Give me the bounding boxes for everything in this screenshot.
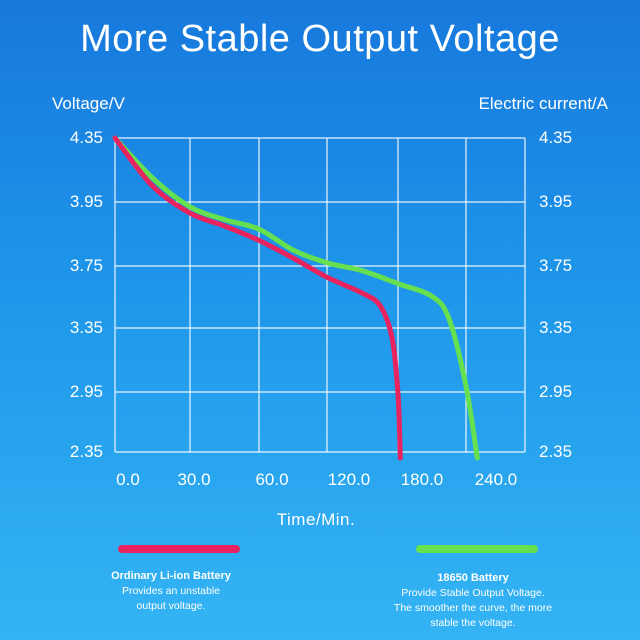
legend-swatch-ordinary (118, 545, 240, 553)
legend-18650-desc-3: stable the voltage. (430, 617, 516, 629)
y2-axis-title: Electric current/A (478, 94, 608, 113)
series-line-ordinary-li-ion (112, 135, 403, 461)
y2-tick-label: 3.95 (539, 192, 573, 211)
legend-ordinary-desc-1: Provides an unstable (121, 585, 221, 597)
y-tick-label: 2.35 (69, 442, 103, 461)
x-axis-title: Time/Min. (276, 510, 356, 529)
legend-18650-title: 18650 Battery (437, 572, 509, 584)
x-tick-label: 240.0 (474, 470, 518, 489)
legend-ordinary: Ordinary Li-ion Battery Provides an unst… (86, 569, 256, 614)
legend-18650-desc-2: The smoother the curve, the more (393, 602, 553, 614)
chart-title: More Stable Output Voltage (80, 18, 560, 60)
y2-tick-label: 3.35 (539, 318, 573, 337)
legend-18650: 18650 Battery Provide Stable Output Volt… (368, 571, 578, 631)
y2-tick-label: 4.35 (539, 128, 573, 147)
legend-ordinary-desc-2: output voltage. (136, 600, 206, 612)
y2-tick-label: 2.35 (539, 442, 573, 461)
series-line-18650 (112, 135, 480, 461)
x-tick-label: 120.0 (327, 470, 371, 489)
y-tick-label: 3.95 (69, 192, 103, 211)
y-tick-label: 3.35 (69, 318, 103, 337)
y-tick-label: 2.95 (69, 382, 103, 401)
legend-18650-desc-1: Provide Stable Output Voltage. (401, 587, 545, 599)
y2-tick-label: 2.95 (539, 382, 573, 401)
y-tick-label: 4.35 (69, 128, 103, 147)
y-tick-label: 3.75 (69, 256, 103, 275)
legend-swatch-18650 (416, 545, 538, 553)
x-tick-label: 0.0 (116, 470, 140, 489)
y2-tick-label: 3.75 (539, 256, 573, 275)
x-tick-label: 180.0 (400, 470, 444, 489)
legend-ordinary-title: Ordinary Li-ion Battery (111, 570, 231, 582)
x-tick-label: 60.0 (255, 470, 289, 489)
y-axis-title: Voltage/V (52, 94, 125, 113)
x-tick-label: 30.0 (177, 470, 211, 489)
